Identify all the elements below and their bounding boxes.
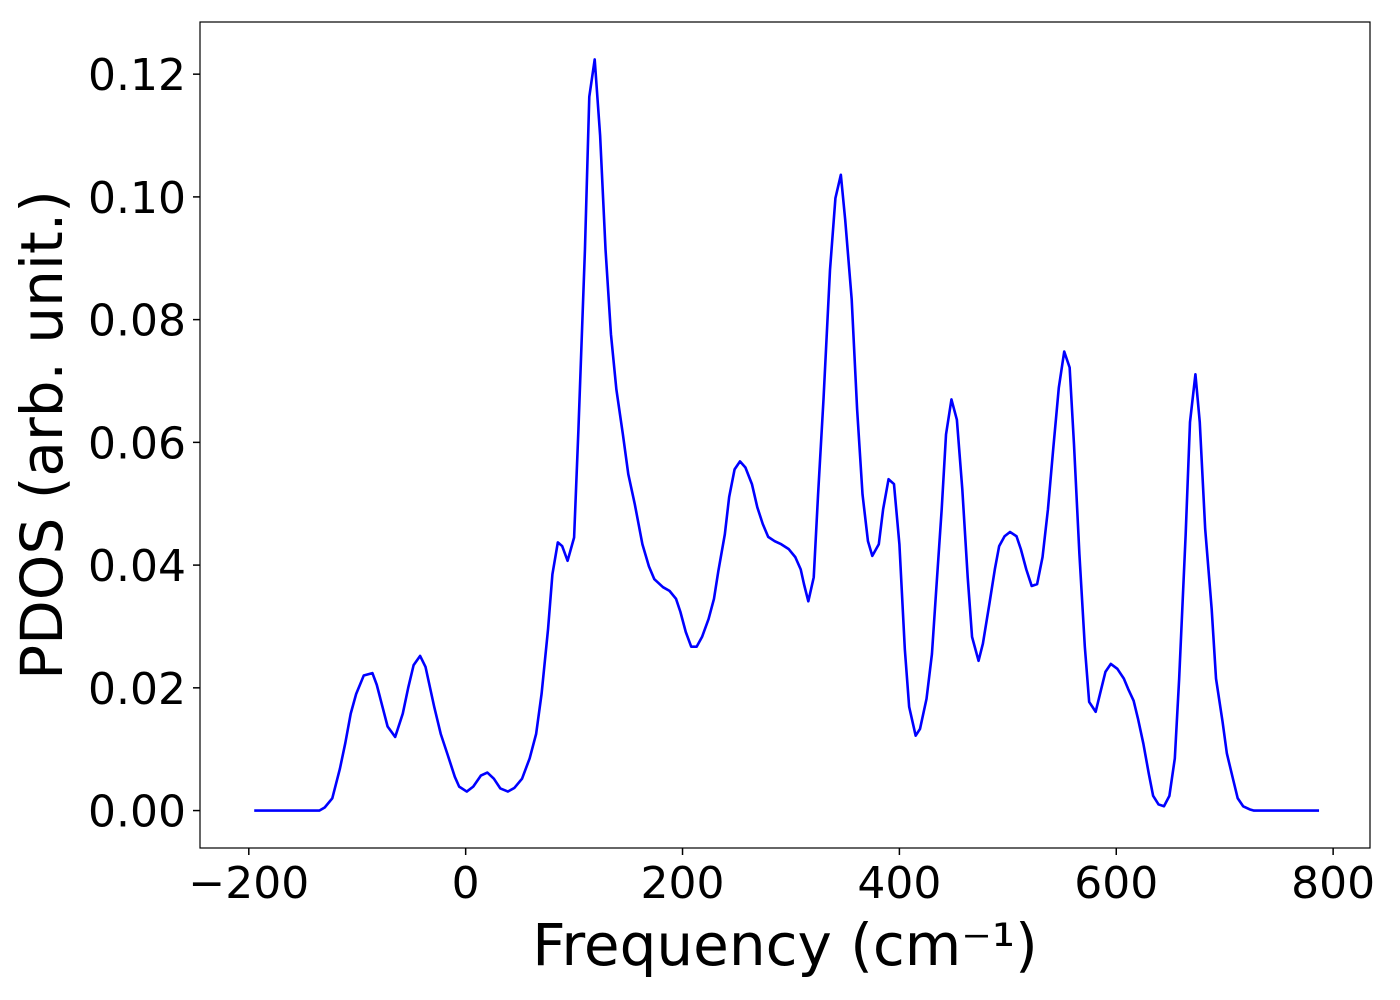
y-tick-label: 0.02 [88, 664, 186, 715]
y-axis-label: PDOS (arb. unit.) [8, 190, 76, 680]
y-tick-label: 0.06 [88, 418, 186, 469]
y-tick-label: 0.12 [88, 50, 186, 101]
x-tick-label: 200 [641, 858, 725, 909]
x-tick-label: 600 [1074, 858, 1158, 909]
x-tick-label: −200 [188, 858, 309, 909]
y-tick-label: 0.00 [88, 787, 186, 838]
y-tick-label: 0.04 [88, 541, 186, 592]
x-axis-label: Frequency (cm⁻¹) [532, 911, 1038, 979]
x-tick-label: 800 [1291, 858, 1375, 909]
x-tick-label: 400 [857, 858, 941, 909]
y-tick-label: 0.08 [88, 296, 186, 347]
y-tick-label: 0.10 [88, 173, 186, 224]
plot-frame [199, 21, 1371, 849]
x-tick-label: 0 [452, 858, 480, 909]
data-line [254, 58, 1320, 812]
